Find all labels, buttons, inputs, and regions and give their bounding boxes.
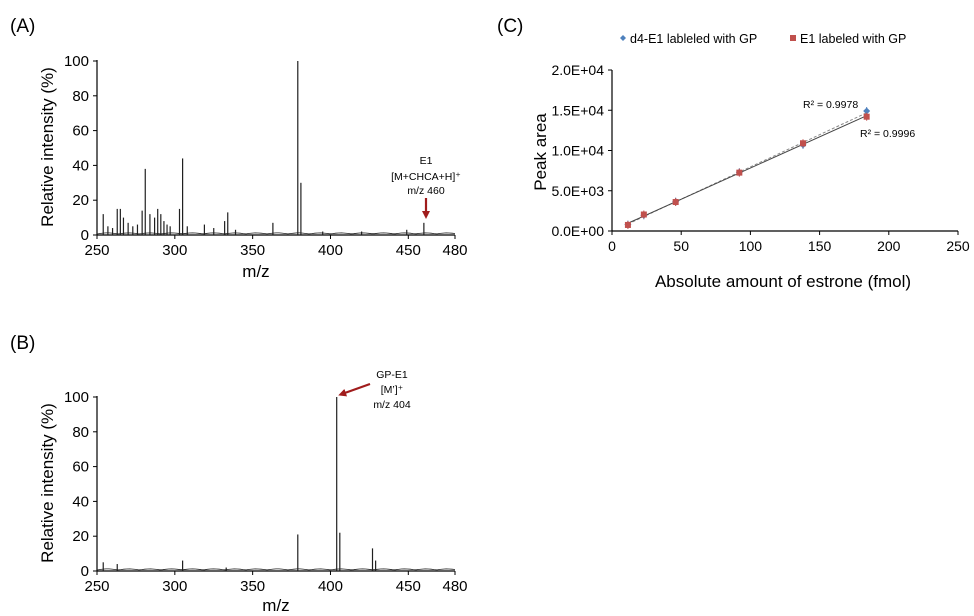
annotation-gp-e1-line1: GP-E1 bbox=[376, 369, 408, 381]
y-tick-label-a: 20 bbox=[72, 192, 89, 209]
x-tick-label-c: 150 bbox=[808, 238, 832, 254]
x-tick-label-b: 400 bbox=[318, 578, 343, 595]
y-tick-label-b: 0 bbox=[81, 563, 89, 580]
spectrum-trace-b bbox=[96, 397, 456, 571]
fit-lines bbox=[627, 112, 867, 225]
annotation-e1: E1 [M+CHCA+H]⁺ m/z 460 bbox=[391, 155, 461, 219]
x-axis-label-b: m/z bbox=[262, 596, 289, 615]
fit-line-d4 bbox=[627, 112, 867, 225]
data-point-e1 bbox=[672, 199, 679, 206]
data-points bbox=[624, 107, 871, 229]
x-axis-label-c: Absolute amount of estrone (fmol) bbox=[655, 272, 911, 291]
r2-label-e1: R² = 0.9996 bbox=[860, 128, 915, 140]
data-point-e1 bbox=[736, 169, 743, 176]
spectrum-a: 250 300 350 400 450 480 0 20 40 60 80 100 m/z Relat… bbox=[38, 53, 468, 281]
y-tick-label-a: 60 bbox=[72, 123, 89, 140]
annotation-e1-line2: [M+CHCA+H]⁺ bbox=[391, 171, 461, 183]
baseline-noise-a bbox=[96, 232, 456, 235]
arrow-gp-e1-icon bbox=[338, 382, 371, 397]
ticks-c: 0 50 100 150 200 250 0.0E+00 5.0E+03 1.0E+04 1.5E… bbox=[551, 62, 969, 254]
annotation-e1-line3: m/z 460 bbox=[407, 185, 445, 197]
y-tick-label-c: 2.0E+04 bbox=[551, 62, 604, 78]
r2-label-d4: R² = 0.9978 bbox=[803, 99, 858, 111]
y-axis-label-c: Peak area bbox=[531, 113, 550, 191]
x-tick-label-c: 0 bbox=[608, 238, 616, 254]
x-tick-label-a: 250 bbox=[84, 242, 109, 259]
annotation-e1-line1: E1 bbox=[420, 155, 433, 167]
x-tick-label-b: 300 bbox=[162, 578, 187, 595]
annotation-gp-e1-line2: [M’]⁺ bbox=[381, 384, 403, 396]
x-tick-label-a: 480 bbox=[442, 242, 467, 259]
x-tick-label-a: 350 bbox=[240, 242, 265, 259]
baseline-noise-b bbox=[96, 568, 456, 571]
x-tick-label-b: 480 bbox=[442, 578, 467, 595]
legend-marker-d4 bbox=[620, 35, 626, 41]
y-tick-label-b: 40 bbox=[72, 493, 89, 510]
y-tick-label-a: 80 bbox=[72, 88, 89, 105]
legend-marker-e1 bbox=[790, 35, 796, 41]
data-point-d4 bbox=[863, 107, 871, 115]
x-tick-label-a: 400 bbox=[318, 242, 343, 259]
y-tick-label-c: 0.0E+00 bbox=[551, 223, 604, 239]
x-tick-label-a: 300 bbox=[162, 242, 187, 259]
panel-label-b: (B) bbox=[10, 333, 35, 354]
y-tick-label-b: 80 bbox=[72, 424, 89, 441]
x-tick-label-c: 50 bbox=[673, 238, 689, 254]
data-point-e1 bbox=[799, 140, 806, 147]
data-point-e1 bbox=[624, 221, 631, 228]
x-tick-label-b: 350 bbox=[240, 578, 265, 595]
legend-label-e1: E1 labeled with GP bbox=[800, 32, 906, 46]
ticks-b: 250 300 350 400 450 480 0 20 40 60 80 100 bbox=[64, 389, 468, 595]
fit-line-e1 bbox=[627, 115, 867, 224]
calibration-chart: d4-E1 lableled with GP E1 labeled with G… bbox=[531, 32, 970, 291]
spectrum-trace-a bbox=[96, 61, 456, 235]
x-axis-label-a: m/z bbox=[242, 262, 269, 281]
y-tick-label-c: 5.0E+03 bbox=[551, 183, 604, 199]
y-tick-label-b: 20 bbox=[72, 528, 89, 545]
y-tick-label-c: 1.0E+04 bbox=[551, 143, 604, 159]
x-tick-label-c: 250 bbox=[946, 238, 970, 254]
spectrum-b: 250 300 350 400 450 480 0 20 40 60 80 100 m/z Relat… bbox=[38, 369, 468, 615]
ticks-a: 250 300 350 400 450 480 0 20 40 60 80 100 bbox=[64, 53, 468, 259]
x-tick-label-b: 250 bbox=[84, 578, 109, 595]
y-tick-label-a: 0 bbox=[81, 227, 89, 244]
data-point-e1 bbox=[640, 211, 647, 218]
x-tick-label-c: 100 bbox=[739, 238, 763, 254]
annotation-gp-e1: GP-E1 [M’]⁺ m/z 404 bbox=[338, 369, 411, 411]
panel-label-c: (C) bbox=[497, 16, 523, 37]
legend: d4-E1 lableled with GP E1 labeled with G… bbox=[620, 32, 906, 46]
data-point-e1 bbox=[863, 113, 870, 120]
x-tick-label-b: 450 bbox=[396, 578, 421, 595]
x-tick-label-c: 200 bbox=[877, 238, 901, 254]
y-tick-label-b: 60 bbox=[72, 459, 89, 476]
y-axis-label-b: Relative intensity (%) bbox=[38, 403, 57, 563]
y-axis-label-a: Relative intensity (%) bbox=[38, 67, 57, 227]
x-tick-label-a: 450 bbox=[396, 242, 421, 259]
y-tick-label-a: 40 bbox=[72, 157, 89, 174]
legend-label-d4: d4-E1 lableled with GP bbox=[630, 32, 757, 46]
y-tick-label-b: 100 bbox=[64, 389, 89, 406]
annotation-gp-e1-line3: m/z 404 bbox=[373, 399, 411, 411]
y-tick-label-c: 1.5E+04 bbox=[551, 102, 604, 118]
y-tick-label-a: 100 bbox=[64, 53, 89, 70]
panel-label-a: (A) bbox=[10, 16, 35, 37]
